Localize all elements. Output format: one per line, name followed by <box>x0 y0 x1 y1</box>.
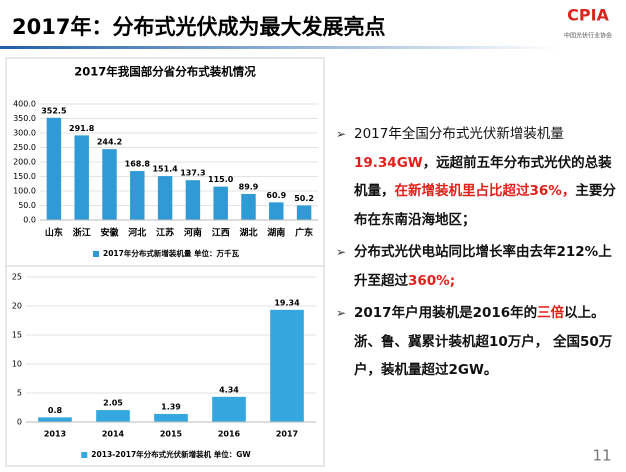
y-tick-label: 10 <box>12 360 22 369</box>
x-tick-label: 安徽 <box>100 227 119 239</box>
legend-swatch <box>93 251 100 257</box>
header-line <box>0 46 560 49</box>
x-tick-label: 2014 <box>102 430 125 439</box>
x-tick-label: 湖南 <box>267 227 285 239</box>
bar <box>269 202 284 220</box>
data-label: 291.8 <box>69 124 95 133</box>
data-label: 168.8 <box>125 160 151 169</box>
text: 以上。浙、鲁、冀累计装机超10万户， 全国50万户，装机量超过2GW。 <box>354 305 613 378</box>
text: 分布式光伏电站同比增长率由去年212%上升至超过 <box>354 244 612 289</box>
legend-label: 2013-2017年分布式光伏新增装机 单位：GW <box>91 449 251 459</box>
bullet: 分布式光伏电站同比增长率由去年212%上升至超过360%; <box>336 238 620 295</box>
data-label: 89.9 <box>239 182 259 191</box>
bar <box>74 135 89 220</box>
y-tick-label: 150.0 <box>13 172 36 181</box>
chart-frame <box>5 265 325 467</box>
x-tick-label: 江苏 <box>156 227 174 239</box>
bar <box>213 186 228 220</box>
y-tick-label: 100.0 <box>13 187 36 196</box>
page-number: 11 <box>592 447 611 465</box>
data-label: 19.34 <box>274 298 300 307</box>
x-tick-label: 2017 <box>276 430 298 439</box>
y-tick-label: 0 <box>17 418 22 427</box>
y-tick-label: 25 <box>12 273 22 282</box>
bar <box>96 410 130 422</box>
highlight: 在新增装机里占比超过36%， <box>394 183 576 199</box>
x-tick-label: 山东 <box>45 227 63 239</box>
bullet: 2017年户用装机是2016年的三倍以上。浙、鲁、冀累计装机超10万户， 全国5… <box>336 299 620 385</box>
x-tick-label: 2015 <box>160 430 183 439</box>
data-label: 50.2 <box>294 194 314 203</box>
y-tick-label: 200.0 <box>13 158 36 167</box>
y-tick-label: 350.0 <box>13 114 36 123</box>
x-tick-label: 2016 <box>218 430 241 439</box>
bar <box>270 309 304 422</box>
y-tick-label: 5 <box>17 389 22 398</box>
bar <box>102 149 117 220</box>
bullet: 2017年全国分布式光伏新增装机量 19.34GW，远超前五年分布式光伏的总装机量… <box>336 120 620 234</box>
bar <box>296 205 312 220</box>
text: 主要分布在东南沿海地区； <box>354 183 616 228</box>
data-label: 60.9 <box>266 191 286 200</box>
y-tick-label: 15 <box>12 331 22 340</box>
x-tick-label: 广东 <box>295 227 313 239</box>
y-tick-label: 0.0 <box>23 216 36 225</box>
y-tick-label: 250.0 <box>13 143 36 152</box>
bullet-list: 2017年全国分布式光伏新增装机量 19.34GW，远超前五年分布式光伏的总装机量… <box>336 120 620 389</box>
text: 2017年户用装机是2016年的 <box>354 305 538 321</box>
bar <box>130 171 145 220</box>
y-tick-label: 20 <box>12 302 22 311</box>
data-label: 4.34 <box>219 385 239 394</box>
slide-title: 2017年：分布式光伏成为最大发展亮点 <box>12 15 385 39</box>
logo-subtitle: 中国光伏行业协会 <box>564 32 612 40</box>
data-label: 352.5 <box>41 106 67 115</box>
y-tick-label: 400.0 <box>13 100 36 109</box>
data-label: 137.3 <box>180 169 205 178</box>
data-label: 1.39 <box>161 402 181 411</box>
y-tick-label: 300.0 <box>13 129 36 138</box>
bar <box>154 413 188 422</box>
legend-swatch <box>81 452 88 458</box>
legend-label: 2017年分布式新增装机量 单位：万千瓦 <box>103 248 239 258</box>
x-tick-label: 江西 <box>212 227 230 239</box>
y-tick-label: 50.0 <box>18 201 36 210</box>
data-label: 151.4 <box>152 165 178 174</box>
bar <box>46 117 62 220</box>
x-tick-label: 湖北 <box>239 227 257 239</box>
x-tick-label: 浙江 <box>73 227 91 239</box>
bar <box>38 417 72 422</box>
highlight: 360%; <box>408 272 456 289</box>
bar <box>212 396 246 422</box>
bar <box>185 180 201 220</box>
data-label: 2.05 <box>103 399 123 408</box>
text: 2017年全国分布式光伏新增装机量 <box>354 126 564 142</box>
logo: CPIA <box>567 6 609 25</box>
highlight: 19.34GW <box>354 154 423 171</box>
x-tick-label: 2013 <box>44 430 66 439</box>
data-label: 244.2 <box>97 138 122 147</box>
text: ，远超前五年分布式光伏的总装机量， <box>354 154 612 200</box>
x-tick-label: 河北 <box>128 227 146 239</box>
chart-title: 2017年我国部分省分布式装机情况 <box>74 65 256 79</box>
bar <box>157 176 173 220</box>
data-label: 115.0 <box>208 175 234 184</box>
x-tick-label: 河南 <box>184 227 202 239</box>
data-label: 0.8 <box>48 406 63 415</box>
bar <box>241 193 256 220</box>
highlight: 三倍 <box>537 305 565 321</box>
